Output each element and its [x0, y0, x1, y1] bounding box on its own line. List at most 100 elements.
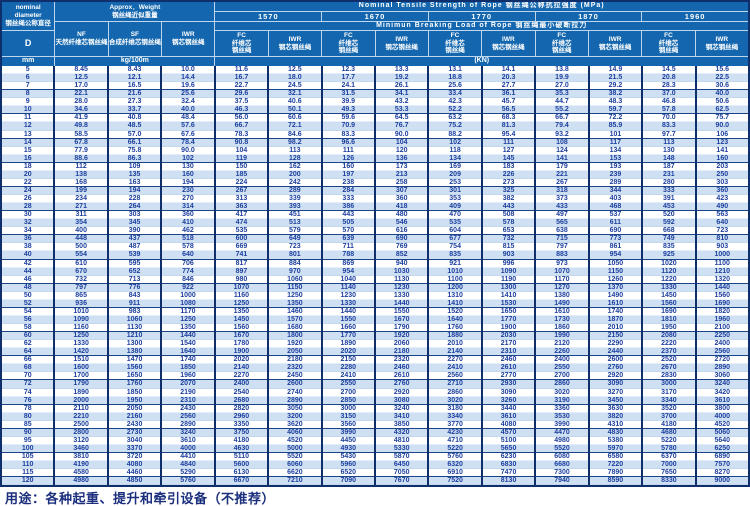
- breaking-load-cell: 1440: [162, 332, 214, 341]
- breaking-load-cell: 2920: [589, 372, 642, 381]
- breaking-load-cell: 470: [429, 211, 481, 220]
- breaking-load-cell: 314: [162, 203, 214, 212]
- breaking-load-cell: 134: [429, 154, 481, 163]
- breaking-load-cell: 797: [55, 283, 107, 292]
- breaking-load-cell: 6830: [482, 461, 535, 470]
- header-strength-1870: 1870: [535, 12, 642, 21]
- table-row: 115 4580 4460 5290 6130 6620 6520 7050 6910 7470 7…: [2, 469, 748, 478]
- breaking-load-cell: 150: [215, 162, 268, 171]
- header-strength-1570: 1570: [215, 12, 322, 21]
- breaking-load-cell: 303: [696, 178, 748, 187]
- breaking-load-cell: 113: [643, 138, 695, 147]
- breaking-load-cell: 1670: [375, 315, 428, 324]
- breaking-load-cell: 403: [589, 195, 642, 204]
- breaking-load-cell: 1350: [215, 307, 268, 316]
- breaking-load-cell: 18.0: [269, 74, 321, 83]
- breaking-load-cell: 3240: [162, 428, 214, 437]
- breaking-load-cell: 2270: [215, 372, 268, 381]
- breaking-load-cell: 325: [482, 186, 535, 195]
- breaking-load-cell: 57.0: [108, 130, 161, 139]
- breaking-load-cell: 1130: [375, 275, 428, 284]
- breaking-load-cell: 983: [108, 307, 161, 316]
- breaking-load-cell: 250: [696, 170, 748, 179]
- header-fc-1570: FC 纤维芯 钢丝绳: [215, 31, 268, 56]
- breaking-load-cell: 2450: [269, 372, 321, 381]
- breaking-load-cell: 2320: [269, 364, 321, 373]
- diameter-cell: 105: [2, 453, 54, 462]
- breaking-load-cell: 221: [536, 170, 588, 179]
- breaking-load-cell: 518: [162, 235, 214, 244]
- breaking-load-cell: 101: [589, 130, 642, 139]
- breaking-load-cell: 4180: [643, 420, 695, 429]
- diameter-cell: 36: [2, 235, 54, 244]
- breaking-load-cell: 14.4: [162, 74, 214, 83]
- breaking-load-cell: 22.1: [55, 90, 107, 99]
- breaking-load-cell: 423: [696, 195, 748, 204]
- breaking-load-cell: 1550: [322, 315, 374, 324]
- breaking-load-cell: 2550: [322, 380, 374, 389]
- breaking-load-cell: 2860: [536, 380, 588, 389]
- breaking-load-cell: 238: [322, 178, 374, 187]
- breaking-load-cell: 50.6: [696, 98, 748, 107]
- diameter-cell: 64: [2, 348, 54, 357]
- table-row: 74 1890 1850 2190 2540 2740 2700 2920 2860 3090 30…: [2, 388, 748, 397]
- breaking-load-cell: 6230: [482, 453, 535, 462]
- breaking-load-cell: 5290: [162, 469, 214, 478]
- breaking-load-cell: 124: [536, 146, 588, 155]
- breaking-load-cell: 1440: [696, 283, 748, 292]
- breaking-load-cell: 1810: [643, 315, 695, 324]
- breaking-load-cell: 64.5: [375, 114, 428, 123]
- breaking-load-cell: 1100: [429, 275, 481, 284]
- breaking-load-cell: 16.5: [108, 82, 161, 91]
- breaking-load-cell: 360: [375, 195, 428, 204]
- breaking-load-cell: 2160: [108, 412, 161, 421]
- table-row: 28 271 264 314 363 393 386 418 409 443 433 468 453 49…: [2, 203, 748, 212]
- breaking-load-cell: 1650: [482, 307, 535, 316]
- breaking-load-cell: 1520: [429, 307, 481, 316]
- breaking-load-cell: 2180: [375, 348, 428, 357]
- breaking-load-cell: 670: [55, 267, 107, 276]
- breaking-load-cell: 1550: [375, 307, 428, 316]
- breaking-load-cell: 505: [322, 219, 374, 228]
- breaking-load-cell: 2560: [162, 412, 214, 421]
- breaking-load-cell: 40.6: [269, 98, 321, 107]
- breaking-load-cell: 4180: [215, 436, 268, 445]
- breaking-load-cell: 48.5: [108, 122, 161, 131]
- breaking-load-cell: 3810: [55, 453, 107, 462]
- breaking-load-cell: 936: [55, 299, 107, 308]
- breaking-load-cell: 49.3: [322, 106, 374, 115]
- breaking-load-cell: 3560: [322, 420, 374, 429]
- diameter-cell: 20: [2, 170, 54, 179]
- breaking-load-cell: 1490: [536, 299, 588, 308]
- breaking-load-cell: 774: [162, 267, 214, 276]
- breaking-load-cell: 5430: [322, 453, 374, 462]
- breaking-load-cell: 835: [643, 243, 695, 252]
- breaking-load-cell: 2700: [536, 372, 588, 381]
- breaking-load-cell: 3700: [643, 412, 695, 421]
- breaking-load-cell: 1140: [322, 283, 374, 292]
- breaking-load-cell: 3530: [536, 412, 588, 421]
- breaking-load-cell: 3190: [536, 396, 588, 405]
- breaking-load-cell: 1560: [108, 364, 161, 373]
- breaking-load-cell: 2310: [162, 396, 214, 405]
- header-iwr-1570: IWR 钢芯钢丝绳: [268, 31, 322, 56]
- breaking-load-cell: 130: [643, 146, 695, 155]
- table-row: 80 2210 2160 2560 2960 3200 3150 3410 3340 3610 35…: [2, 412, 748, 421]
- breaking-load-cell: 1090: [55, 315, 107, 324]
- breaking-load-cell: 940: [375, 259, 428, 268]
- breaking-load-cell: 70.9: [322, 122, 374, 131]
- breaking-load-cell: 2290: [589, 340, 642, 349]
- breaking-load-cell: 7000: [643, 461, 695, 470]
- breaking-load-cell: 3420: [696, 388, 748, 397]
- diameter-cell: 24: [2, 186, 54, 195]
- breaking-load-cell: 437: [108, 235, 161, 244]
- breaking-load-cell: 2960: [215, 412, 268, 421]
- breaking-load-cell: 160: [696, 154, 748, 163]
- table-row: 6 12.5 12.1 14.4 16.7 18.0 17.7 19.2 18.8 20.3 19.…: [2, 74, 748, 83]
- breaking-load-cell: 3050: [269, 404, 321, 413]
- breaking-load-cell: 1960: [696, 315, 748, 324]
- breaking-load-cell: 3260: [482, 396, 535, 405]
- breaking-load-cell: 12.5: [269, 66, 321, 75]
- table-row: 16 88.6 86.3 102 119 128 126 136 134 145 141 153 148…: [2, 154, 748, 163]
- diameter-cell: 9: [2, 98, 54, 107]
